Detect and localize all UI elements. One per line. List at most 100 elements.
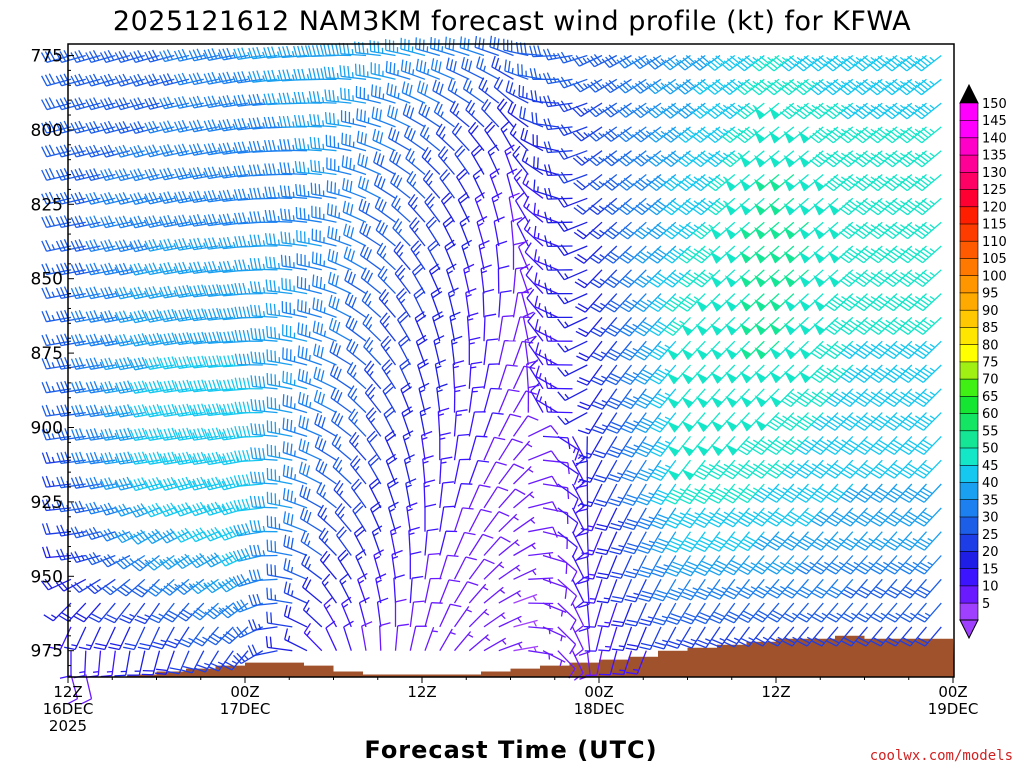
barb-flag — [203, 557, 212, 568]
wind-barb — [339, 573, 352, 604]
barb-staff — [509, 132, 529, 152]
barb-flag — [122, 262, 129, 274]
wind-barb — [181, 650, 205, 674]
barb-staff — [547, 221, 573, 224]
wind-barb — [266, 396, 293, 414]
barb-flag — [578, 352, 590, 359]
barb-staff — [355, 74, 381, 80]
wind-barb — [174, 284, 204, 298]
barb-flag — [591, 253, 602, 262]
wind-barb — [598, 650, 618, 676]
barb-flag — [623, 177, 634, 186]
barb-flag — [312, 297, 316, 309]
barb-flag — [107, 49, 115, 61]
barb-flag — [197, 284, 203, 296]
barb-flag — [576, 229, 587, 237]
barb-flag — [114, 123, 122, 134]
barb-flag — [625, 445, 637, 452]
barb-flag — [425, 216, 435, 226]
wind-barb — [233, 474, 263, 487]
wind-barb — [557, 388, 588, 401]
barb-flag — [207, 214, 214, 226]
wind-barb — [376, 242, 396, 271]
barb-staff — [61, 221, 86, 229]
barb-staff — [334, 512, 352, 533]
barb-half-flag — [143, 243, 148, 250]
barb-flag — [508, 192, 520, 199]
barb-flag — [41, 452, 47, 464]
wind-barb — [436, 383, 448, 413]
barb-flag — [246, 377, 251, 389]
barb-flag — [182, 356, 188, 368]
barb-staff — [164, 316, 190, 323]
barb-flag — [256, 593, 262, 606]
barb-staff — [135, 197, 160, 206]
wind-barb — [584, 626, 603, 652]
barb-staff — [282, 54, 308, 59]
barb-flag — [439, 83, 444, 95]
barb-flag — [70, 75, 77, 87]
barb-staff — [614, 316, 632, 337]
barb-flag — [591, 229, 602, 237]
barb-flag — [569, 644, 577, 655]
barb-flag — [304, 45, 310, 57]
wind-barb — [173, 48, 204, 62]
barb-flag — [300, 530, 306, 542]
barb-flag — [533, 249, 538, 261]
barb-flag — [266, 372, 269, 385]
barb-flag — [230, 379, 236, 391]
barb-staff — [352, 510, 367, 533]
barb-flag — [573, 182, 583, 191]
barb-flag — [238, 425, 243, 438]
barb-flag — [152, 309, 159, 321]
barb-half-flag — [325, 604, 331, 610]
wind-barb — [359, 244, 382, 271]
barb-flag — [422, 127, 430, 138]
wind-barb — [87, 650, 102, 678]
barb-flag — [348, 134, 351, 147]
barb-flag — [118, 145, 125, 157]
barb-flag — [398, 291, 407, 301]
barb-flag — [137, 168, 144, 179]
barb-flag — [592, 428, 604, 435]
wind-barb — [311, 251, 337, 271]
barb-half-flag — [221, 505, 226, 511]
barb-flag — [437, 146, 446, 156]
barb-flag — [618, 231, 629, 240]
barb-flag — [298, 438, 303, 450]
barb-flag — [242, 282, 247, 295]
barb-flag — [211, 48, 218, 59]
barb-flag — [107, 168, 115, 179]
barb-flag — [423, 479, 436, 484]
barb-flag — [226, 47, 232, 59]
barb-flag — [148, 216, 155, 227]
barb-half-flag — [217, 194, 222, 201]
barb-flag — [301, 370, 305, 382]
barb-half-flag — [454, 389, 461, 393]
barb-half-flag — [204, 662, 210, 666]
wind-barb — [188, 119, 219, 133]
wind-barb — [115, 427, 145, 441]
barb-flag — [557, 294, 565, 305]
barb-flag — [575, 81, 585, 91]
barb-staff — [347, 394, 367, 414]
barb-flag — [331, 296, 337, 308]
barb-staff — [267, 502, 293, 509]
barb-flag — [103, 121, 111, 133]
barb-flag — [620, 155, 631, 165]
barb-flag — [74, 121, 81, 133]
barb-flag — [336, 526, 345, 536]
barb-staff — [46, 221, 72, 229]
barb-flag — [333, 366, 339, 378]
wind-barb — [144, 286, 175, 299]
barb-flag — [237, 118, 243, 130]
barb-staff — [60, 364, 86, 370]
barb-flag — [100, 264, 107, 276]
barb-flag — [218, 49, 224, 61]
barb-flag — [60, 404, 66, 416]
barb-staff — [557, 459, 579, 475]
wind-barb — [203, 476, 234, 491]
barb-half-flag — [232, 606, 238, 612]
barb-half-flag — [632, 347, 639, 352]
barb-flag — [359, 596, 370, 604]
